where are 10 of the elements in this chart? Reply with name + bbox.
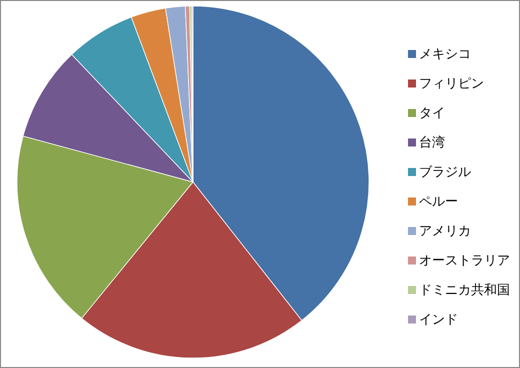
legend-label: ブラジル xyxy=(419,165,471,180)
legend-label: フィリピン xyxy=(419,76,484,92)
legend-label: タイ xyxy=(419,106,445,121)
legend-label: オーストラリア xyxy=(419,254,510,268)
legend-label: 台湾 xyxy=(419,134,445,150)
legend-label: インド xyxy=(419,312,458,328)
legend-label: メキシコ xyxy=(419,47,471,62)
legend-label: ドミニカ共和国 xyxy=(419,283,510,298)
legend-label: アメリカ xyxy=(419,224,471,239)
legend-label: ペルー xyxy=(419,194,458,210)
